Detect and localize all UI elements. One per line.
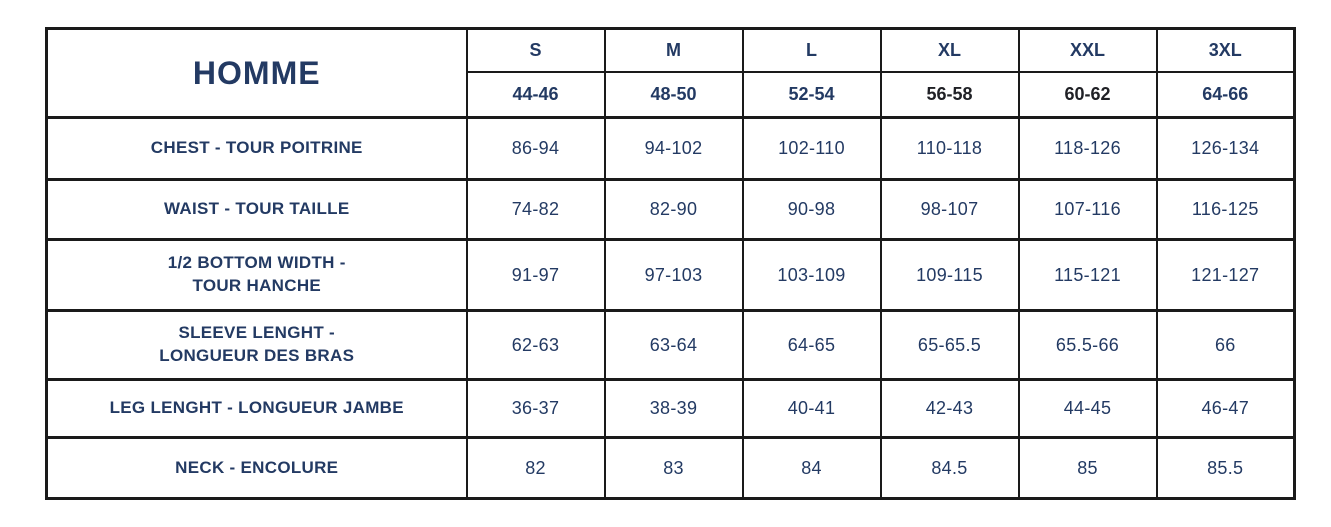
neck-value-l: 84 <box>741 436 882 500</box>
size-chart-container: HOMME S M L XL XXL 3XL 44-46 48-50 52-54… <box>45 27 1296 500</box>
table-row-neck: NECK - ENCOLURE 82 83 84 84.5 85 85.5 <box>45 436 1296 500</box>
neck-value-xl: 84.5 <box>879 436 1020 500</box>
table-row-waist: WAIST - TOUR TAILLE 74-82 82-90 90-98 98… <box>45 178 1296 241</box>
row-label-neck: NECK - ENCOLURE <box>45 436 468 500</box>
mens-size-chart-table: HOMME S M L XL XXL 3XL 44-46 48-50 52-54… <box>45 27 1296 500</box>
col-header-m: M <box>603 27 744 73</box>
size-range-xxl: 60-62 <box>1017 70 1158 119</box>
chest-value-l: 102-110 <box>741 116 882 181</box>
col-header-l: L <box>741 27 882 73</box>
waist-value-xxl: 107-116 <box>1017 178 1158 241</box>
row-label-leg-length: LEG LENGHT - LONGUEUR JAMBE <box>45 378 468 439</box>
chest-value-xl: 110-118 <box>879 116 1020 181</box>
row-label-chest: CHEST - TOUR POITRINE <box>45 116 468 181</box>
sleeve-value-l: 64-65 <box>741 309 882 381</box>
bottom-width-value-s: 91-97 <box>465 238 606 312</box>
table-row-leg-length: LEG LENGHT - LONGUEUR JAMBE 36-37 38-39 … <box>45 378 1296 439</box>
bottom-width-value-xxl: 115-121 <box>1017 238 1158 312</box>
neck-value-3xl: 85.5 <box>1155 436 1296 500</box>
bottom-width-value-l: 103-109 <box>741 238 882 312</box>
chest-value-xxl: 118-126 <box>1017 116 1158 181</box>
leg-value-xxl: 44-45 <box>1017 378 1158 439</box>
waist-value-s: 74-82 <box>465 178 606 241</box>
size-range-s: 44-46 <box>465 70 606 119</box>
sleeve-value-xxl: 65.5-66 <box>1017 309 1158 381</box>
table-title: HOMME <box>45 27 468 119</box>
leg-value-m: 38-39 <box>603 378 744 439</box>
size-range-m: 48-50 <box>603 70 744 119</box>
table-row-bottom-width: 1/2 BOTTOM WIDTH - TOUR HANCHE 91-97 97-… <box>45 238 1296 312</box>
waist-value-l: 90-98 <box>741 178 882 241</box>
col-header-xxl: XXL <box>1017 27 1158 73</box>
size-range-l: 52-54 <box>741 70 882 119</box>
table-row-sleeve-length: SLEEVE LENGHT - LONGUEUR DES BRAS 62-63 … <box>45 309 1296 381</box>
bottom-width-value-xl: 109-115 <box>879 238 1020 312</box>
neck-value-s: 82 <box>465 436 606 500</box>
leg-value-l: 40-41 <box>741 378 882 439</box>
waist-value-m: 82-90 <box>603 178 744 241</box>
neck-value-xxl: 85 <box>1017 436 1158 500</box>
chest-value-m: 94-102 <box>603 116 744 181</box>
size-range-xl: 56-58 <box>879 70 1020 119</box>
bottom-width-value-m: 97-103 <box>603 238 744 312</box>
table-row-chest: CHEST - TOUR POITRINE 86-94 94-102 102-1… <box>45 116 1296 181</box>
col-header-xl: XL <box>879 27 1020 73</box>
size-range-3xl: 64-66 <box>1155 70 1296 119</box>
sleeve-value-xl: 65-65.5 <box>879 309 1020 381</box>
header-row-ranges: 44-46 48-50 52-54 56-58 60-62 64-66 <box>47 70 1296 119</box>
neck-value-m: 83 <box>603 436 744 500</box>
sleeve-value-m: 63-64 <box>603 309 744 381</box>
leg-value-s: 36-37 <box>465 378 606 439</box>
header-row-sizes: HOMME S M L XL XXL 3XL <box>45 27 1296 119</box>
chest-value-s: 86-94 <box>465 116 606 181</box>
bottom-width-value-3xl: 121-127 <box>1155 238 1296 312</box>
waist-value-3xl: 116-125 <box>1155 178 1296 241</box>
sleeve-value-3xl: 66 <box>1155 309 1296 381</box>
waist-value-xl: 98-107 <box>879 178 1020 241</box>
row-label-bottom-width: 1/2 BOTTOM WIDTH - TOUR HANCHE <box>45 238 468 312</box>
col-header-3xl: 3XL <box>1155 27 1296 73</box>
sleeve-value-s: 62-63 <box>465 309 606 381</box>
col-header-s: S <box>465 27 606 73</box>
leg-value-3xl: 46-47 <box>1155 378 1296 439</box>
chest-value-3xl: 126-134 <box>1155 116 1296 181</box>
row-label-waist: WAIST - TOUR TAILLE <box>45 178 468 241</box>
row-label-sleeve-length: SLEEVE LENGHT - LONGUEUR DES BRAS <box>45 309 468 381</box>
leg-value-xl: 42-43 <box>879 378 1020 439</box>
